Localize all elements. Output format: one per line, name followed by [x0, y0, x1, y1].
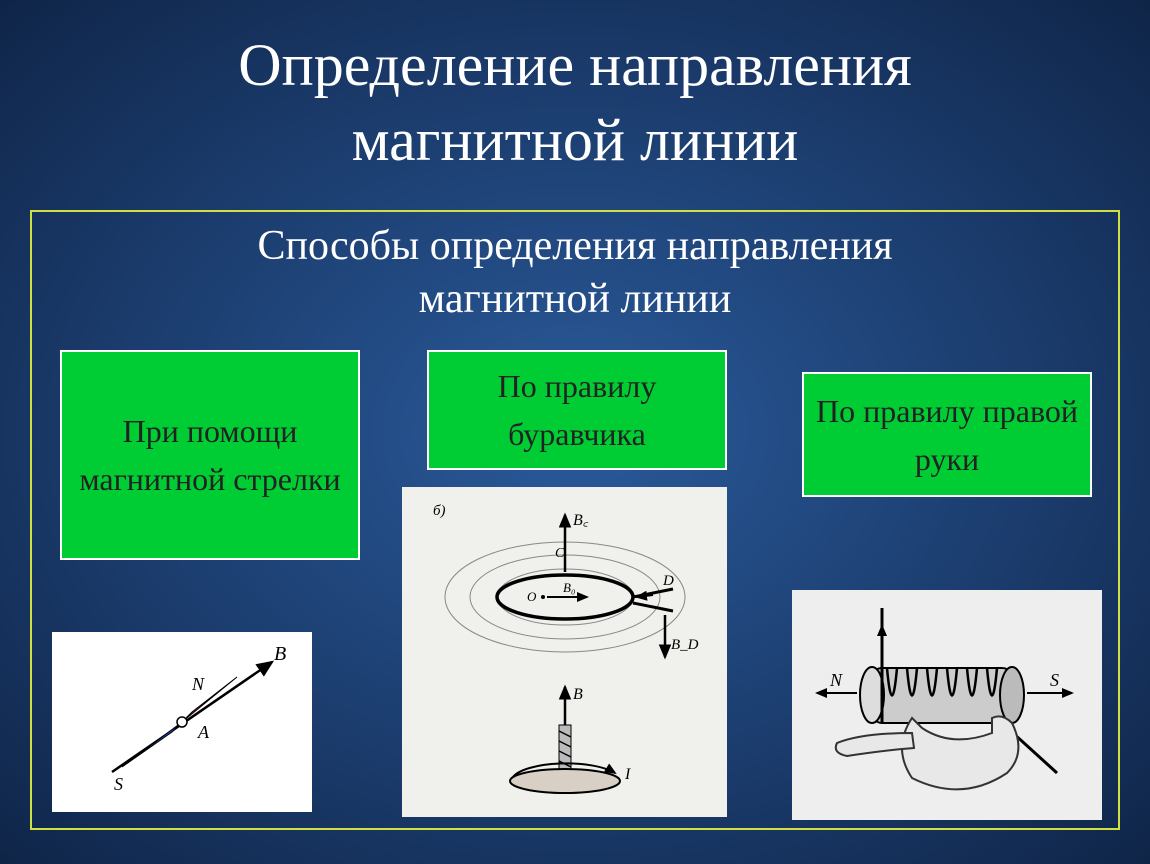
burav-label-Bc: B꜀	[573, 512, 589, 529]
method-label-compass: При помощи магнитной стрелки	[70, 407, 350, 503]
method-box-buravchik: По правилу буравчика	[427, 350, 727, 470]
method-label-righthand: По правилу правой руки	[812, 387, 1082, 483]
compass-icon: B N A S	[62, 642, 302, 802]
burav-label-O: O	[527, 589, 537, 604]
svg-text:б): б)	[433, 503, 446, 519]
burav-label-B2: B	[573, 686, 583, 703]
buravchik-figure: B꜀ C O B₀ D B_D B I б)	[402, 487, 727, 817]
subtitle: Способы определения направления магнитно…	[32, 212, 1118, 325]
compass-label-A: A	[197, 722, 210, 742]
compass-figure: B N A S	[52, 632, 312, 812]
subtitle-line1: Способы определения направления	[257, 223, 892, 269]
title-line1: Определение направления	[238, 32, 911, 98]
hand-label-S: S	[1050, 670, 1059, 690]
burav-label-Bd: B_D	[671, 637, 699, 653]
burav-label-D: D	[662, 573, 674, 589]
burav-label-Bo: B₀	[563, 580, 575, 595]
buravchik-icon: B꜀ C O B₀ D B_D B I б)	[415, 497, 715, 807]
hand-label-N: N	[829, 670, 843, 690]
compass-label-S: S	[114, 774, 123, 794]
method-box-righthand: По правилу правой руки	[802, 372, 1092, 497]
righthand-figure: N S	[792, 590, 1102, 820]
burav-label-C: C	[555, 546, 565, 561]
slide-title: Определение направления магнитной линии	[0, 0, 1150, 178]
content-frame: Способы определения направления магнитно…	[30, 210, 1120, 830]
compass-label-B: B	[274, 643, 286, 665]
burav-label-I: I	[624, 766, 631, 783]
righthand-icon: N S	[802, 598, 1092, 813]
compass-label-N: N	[191, 674, 205, 694]
title-line2: магнитной линии	[352, 107, 799, 173]
method-label-buravchik: По правилу буравчика	[437, 362, 717, 458]
subtitle-line2: магнитной линии	[419, 276, 732, 322]
method-box-compass: При помощи магнитной стрелки	[60, 350, 360, 560]
